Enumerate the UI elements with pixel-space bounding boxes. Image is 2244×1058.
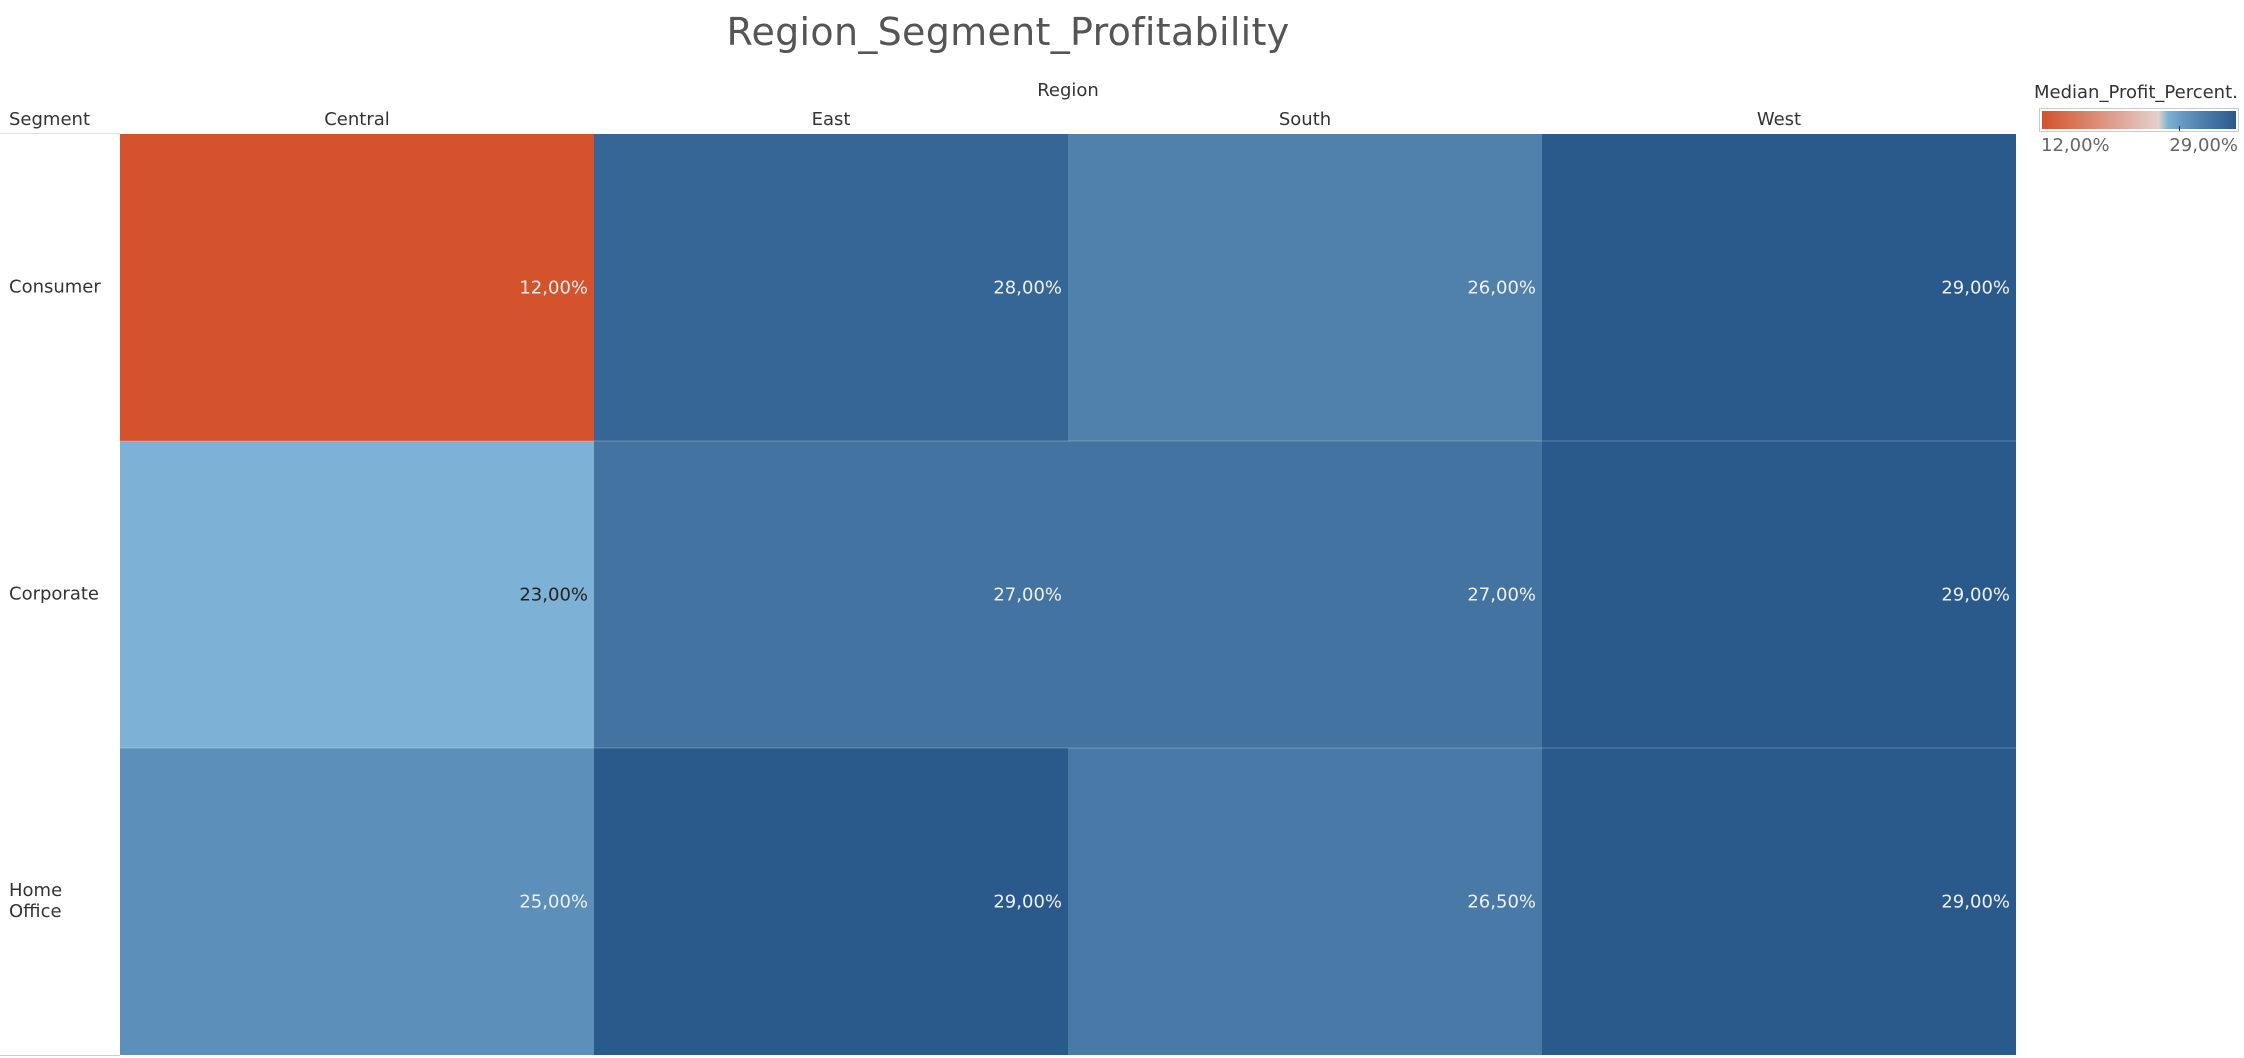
color-legend: Median_Profit_Percent.. 12,00% 29,00% [2034,82,2239,157]
column-label-south: South [1278,109,1332,130]
heatmap-cell-home-office-west[interactable] [1542,748,2016,1055]
heatmap-cell-consumer-central[interactable] [120,134,595,442]
row-label-corporate: Corporate [9,583,99,605]
heatmap-cell-label: 27,00% [1467,585,1536,606]
heatmap-cell-label: 29,00% [1941,278,2010,299]
bottom-divider [0,1055,120,1056]
heatmap-cell-label: 28,00% [993,278,1062,299]
heatmap-cell-home-office-east[interactable] [594,748,1069,1055]
heatmap-cell-label: 26,00% [1467,278,1536,299]
legend-min-label: 12,00% [2041,135,2110,156]
legend-max-label: 29,00% [2169,135,2238,156]
heatmap-cell-corporate-west[interactable] [1542,441,2016,749]
heatmap-cell-home-office-south[interactable] [1068,748,1543,1055]
heatmap-cell-label: 25,00% [519,892,588,913]
legend-center-tick [2178,126,2180,131]
row-label-home-office: Home Office [9,880,63,922]
heatmap-cell-corporate-south[interactable] [1068,441,1543,749]
chart-title: Region_Segment_Profitability [726,10,1290,54]
heatmap-cell-label: 12,00% [519,278,588,299]
row-labels: Consumer Corporate Home Office [0,134,120,1055]
heatmap-plot: 12,00% 28,00% 26,00% 29,00% 23,00% 27,00% 27,0… [120,134,2016,1055]
row-label-consumer: Consumer [9,276,101,298]
heatmap-cell-consumer-west[interactable] [1542,134,2016,442]
heatmap-cell-consumer-south[interactable] [1068,134,1543,442]
heatmap-cell-corporate-east[interactable] [594,441,1069,749]
heatmap-cell-label: 23,00% [519,585,588,606]
column-labels: Central East South West [120,109,2016,131]
heatmap-cell-label: 29,00% [1941,892,2010,913]
row-header-segment: Segment [9,109,90,130]
column-label-west: West [1756,109,1802,130]
heatmap-cell-corporate-central[interactable] [120,441,595,749]
heatmap-cell-label: 27,00% [993,585,1062,606]
column-header-region: Region [1037,80,1099,101]
legend-title: Median_Profit_Percent.. [2034,82,2239,103]
legend-color-ramp-frame [2039,108,2239,132]
column-label-east: East [811,109,851,130]
column-label-central: Central [324,109,390,130]
legend-color-ramp [2042,111,2236,129]
heatmap-cell-label: 26,50% [1467,892,1536,913]
heatmap-cell-label: 29,00% [1941,585,2010,606]
heatmap-cell-home-office-central[interactable] [120,748,595,1055]
heatmap-cell-consumer-east[interactable] [594,134,1069,442]
legend-labels: 12,00% 29,00% [2041,135,2238,157]
header-divider [0,133,120,134]
heatmap-cell-label: 29,00% [993,892,1062,913]
